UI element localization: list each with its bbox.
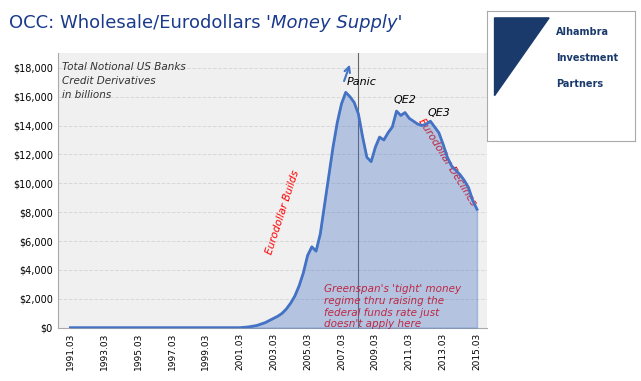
Text: Eurodollar Builds: Eurodollar Builds <box>265 169 301 256</box>
Text: OCC: Wholesale/Eurodollars: OCC: Wholesale/Eurodollars <box>8 14 266 32</box>
Text: Greenspan's 'tight' money
regime thru raising the
federal funds rate just
doesn': Greenspan's 'tight' money regime thru ra… <box>324 284 461 329</box>
Text: QE3: QE3 <box>428 108 451 118</box>
Text: QE2: QE2 <box>394 95 417 105</box>
Text: Panic: Panic <box>347 77 376 86</box>
Polygon shape <box>495 18 549 96</box>
Text: Investment: Investment <box>556 53 619 63</box>
Text: Eurodollar Declines: Eurodollar Declines <box>417 116 478 207</box>
Text: Alhambra: Alhambra <box>556 27 610 37</box>
Text: Partners: Partners <box>556 79 604 89</box>
Text: Total Notional US Banks
Credit Derivatives
in billions: Total Notional US Banks Credit Derivativ… <box>62 62 186 99</box>
Text: 'Money Supply': 'Money Supply' <box>266 14 403 32</box>
